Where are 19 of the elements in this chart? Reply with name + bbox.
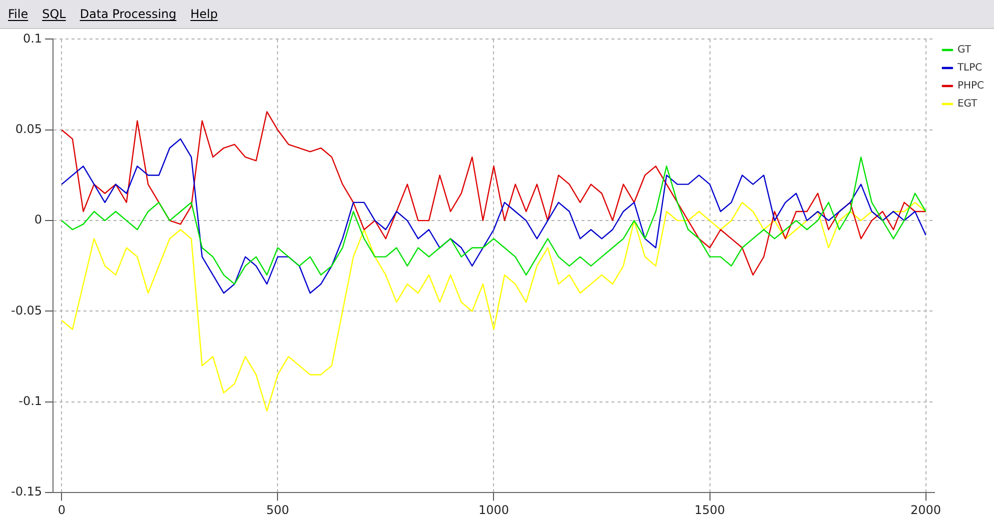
text: Data Processing	[80, 7, 176, 21]
text: SQL	[42, 7, 66, 21]
x-tick-label: 0	[58, 502, 66, 517]
x-tick-label: 1500	[694, 502, 726, 517]
legend-label: PHPC	[957, 80, 984, 92]
text: File	[8, 7, 28, 21]
y-tick-label: 0	[34, 212, 42, 227]
legend-label: EGT	[957, 98, 978, 110]
text: Help	[190, 7, 218, 21]
x-tick-label: 1000	[478, 502, 510, 517]
legend-label: TLPC	[956, 62, 982, 74]
x-tick-label: 500	[266, 502, 290, 517]
legend-label: GT	[957, 44, 972, 56]
y-tick-label: 0.1	[22, 31, 42, 46]
y-tick-label: -0.05	[10, 303, 42, 318]
y-tick-label: 0.05	[15, 122, 42, 136]
y-tick-label: -0.15	[10, 484, 42, 499]
y-tick-label: -0.1	[18, 394, 42, 408]
x-tick-label: 2000	[910, 502, 942, 517]
